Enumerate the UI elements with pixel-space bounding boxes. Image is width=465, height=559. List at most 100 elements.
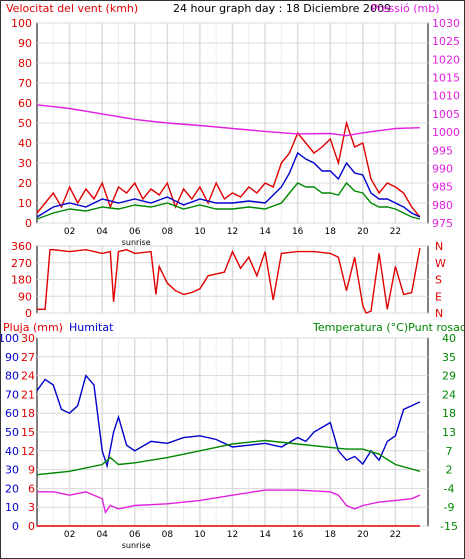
p1-left-tick-label: 20 [18,177,32,190]
p3-x-tick-label: 14 [259,530,271,540]
p1-series-magenta [36,104,420,137]
p1-right-tick-label: 1000 [432,126,460,139]
p3-x-tick-label: 22 [390,530,401,540]
p1-right-tick-label: 1010 [432,90,460,103]
p1-right-tick-label: 980 [432,199,453,212]
wind-speed-label: Velocitat del vent (kmh) [6,2,138,15]
p1-right-tick-label: 1005 [432,108,460,121]
p3-x-tick-label: 16 [292,530,304,540]
p1-right-tick-label: 975 [432,217,453,230]
p3-humidity-tick-label: 20 [5,482,19,495]
p3-x-tick-label: 10 [194,530,206,540]
p3-rain-tick-label: 0 [28,520,35,533]
temperature-label: Temperatura (°C)Punt rosada [312,321,464,334]
wind-pressure-panel: 1009080706050403020100103010251020101510… [11,17,460,247]
humidity-temperature-panel: 3027242118151296301009080706050403020100… [1,332,458,550]
p3-rain-tick-label: 6 [28,482,35,495]
p1-x-tick-label: 12 [227,227,238,237]
p1-x-tick-label: 04 [96,227,108,237]
p3-rain-tick-label: 15 [21,426,35,439]
p2-direction-letter: S [435,274,442,287]
p1-left-tick-label: 100 [11,17,32,30]
p3-series-green [36,439,421,476]
p3-temp-tick-label: 18 [442,407,456,420]
p2-left-tick-label: 90 [18,290,32,303]
p3-temp-tick-label: 13 [442,426,456,439]
p1-x-tick-label: 18 [325,227,337,237]
rain-label: Pluja (mm) [3,321,63,334]
p1-left-tick-label: 30 [18,157,32,170]
p1-series-red [36,120,421,218]
p3-rain-tick-label: 12 [21,445,35,458]
p2-left-tick-label: 0 [25,307,32,320]
p1-x-tick-label: 08 [162,227,174,237]
p3-rain-tick-label: 30 [21,332,35,345]
p2-left-tick-label: 270 [11,257,32,270]
p1-left-tick-label: 40 [18,137,32,150]
p1-left-tick-label: 0 [25,217,32,230]
p3-temp-tick-label: 40 [442,332,456,345]
p1-x-tick-label: 06 [129,227,141,237]
p3-sunrise-label: sunrise [122,541,151,550]
p1-x-tick-label: 22 [390,227,401,237]
p3-temp-tick-label: 7 [446,445,453,458]
p2-direction-letter: N [435,240,443,253]
p1-left-tick-label: 80 [18,57,32,70]
p2-direction-letter: W [435,257,446,270]
p3-temp-tick-label: -15 [440,520,458,533]
p3-rain-tick-label: 27 [21,351,35,364]
p2-left-tick-label: 360 [11,240,32,253]
p3-series-blue [36,374,421,469]
p3-rain-tick-label: 9 [28,464,35,477]
p1-right-tick-label: 990 [432,162,453,175]
p1-x-tick-label: 14 [259,227,271,237]
p3-temp-tick-label: -9 [444,501,455,514]
p3-x-tick-label: 02 [64,530,75,540]
p3-humidity-tick-label: 80 [5,370,19,383]
p1-right-tick-label: 985 [432,181,453,194]
p3-temp-tick-label: 29 [442,370,456,383]
p3-humidity-tick-label: 0 [12,520,19,533]
p1-sunrise-label: sunrise [122,238,151,247]
p3-humidity-tick-label: 100 [1,332,19,345]
p1-left-tick-label: 10 [18,197,32,210]
p3-humidity-tick-label: 30 [5,464,19,477]
p3-humidity-tick-label: 60 [5,407,19,420]
p3-rain-tick-label: 24 [21,370,35,383]
p3-temp-tick-label: -4 [444,482,455,495]
p3-x-tick-label: 06 [129,530,141,540]
p3-rain-tick-label: 3 [28,501,35,514]
p1-right-tick-label: 1020 [432,53,460,66]
p3-x-tick-label: 18 [325,530,337,540]
p3-x-tick-label: 12 [227,530,238,540]
p1-series-blue [36,151,421,218]
p3-x-tick-label: 04 [96,530,108,540]
p2-direction-letter: N [435,307,443,320]
p1-series-green [36,181,421,220]
p1-left-tick-label: 90 [18,37,32,50]
p3-rain-tick-label: 18 [21,407,35,420]
p3-humidity-tick-label: 50 [5,426,19,439]
p3-humidity-tick-label: 90 [5,351,19,364]
p1-right-tick-label: 1015 [432,72,460,85]
p1-left-tick-label: 70 [18,77,32,90]
p3-series-magenta [37,489,421,514]
p3-humidity-tick-label: 10 [5,501,19,514]
p2-left-tick-label: 180 [11,274,32,287]
p1-right-tick-label: 1030 [432,17,460,30]
p3-temp-tick-label: 2 [446,464,453,477]
chart-title: 24 hour graph day : 18 Diciembre 2009 [173,2,391,15]
p2-direction-letter: E [435,290,442,303]
p1-right-tick-label: 1025 [432,35,460,48]
p3-temp-tick-label: 35 [442,351,456,364]
p3-rain-tick-label: 21 [21,388,35,401]
p1-x-tick-label: 20 [357,227,369,237]
p3-temp-tick-label: 24 [442,388,456,401]
humidity-label: Humitat [69,321,114,334]
p1-x-tick-label: 10 [194,227,206,237]
p1-x-tick-label: 02 [64,227,75,237]
pressure-label: Pressió (mb) [371,2,440,15]
